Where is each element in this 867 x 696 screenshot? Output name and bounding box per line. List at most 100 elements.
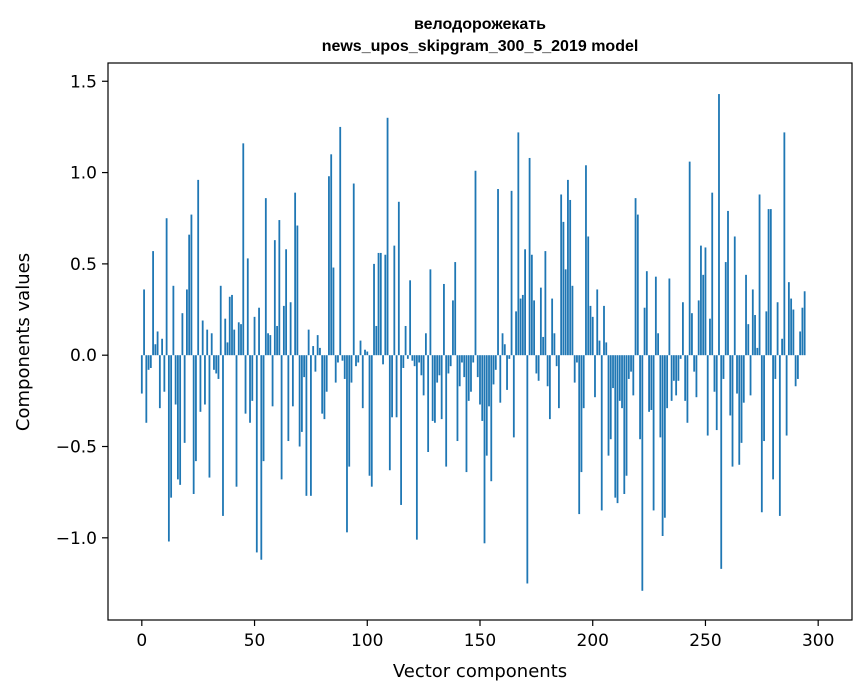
bar — [736, 355, 738, 394]
bar — [609, 355, 612, 440]
bar — [582, 355, 585, 409]
chart-title: велодорожекать news_upos_skipgram_300_5_… — [322, 16, 639, 55]
bar — [463, 355, 466, 378]
bar — [718, 94, 720, 356]
bar — [497, 189, 499, 356]
bar — [636, 214, 639, 356]
bar — [424, 333, 427, 356]
bar — [654, 276, 657, 356]
y-tick-label: 1.5 — [70, 72, 97, 92]
bar — [420, 355, 423, 376]
bar — [377, 252, 380, 356]
bar — [756, 347, 759, 356]
bar — [598, 340, 601, 356]
y-tick-label: 0.5 — [70, 255, 97, 275]
bar — [158, 355, 161, 409]
bar — [641, 355, 644, 591]
bar — [300, 355, 303, 432]
bar — [388, 355, 391, 471]
bar — [190, 214, 193, 356]
bar — [751, 289, 754, 356]
bar — [591, 316, 594, 356]
bar — [702, 274, 705, 356]
bar — [542, 336, 545, 356]
bar — [713, 355, 716, 392]
bar — [567, 179, 569, 356]
bar — [564, 269, 567, 356]
bar — [688, 161, 691, 356]
bar — [199, 355, 202, 412]
plot-frame — [107, 62, 853, 621]
bar — [630, 355, 632, 372]
bar — [339, 126, 342, 356]
bar — [700, 245, 702, 356]
bar — [711, 192, 714, 356]
bar — [186, 289, 188, 356]
bar — [188, 234, 191, 356]
bar — [228, 296, 231, 356]
bar — [754, 315, 756, 356]
bar — [321, 355, 324, 414]
bar — [612, 355, 614, 389]
bar — [695, 355, 698, 398]
bar — [803, 291, 806, 356]
bar — [271, 355, 274, 407]
bar — [140, 355, 143, 394]
bar — [605, 342, 608, 356]
bar — [427, 355, 430, 452]
bar — [785, 355, 788, 436]
bar — [639, 355, 641, 440]
bar — [330, 154, 333, 356]
bar — [161, 338, 164, 356]
bar — [210, 333, 213, 356]
bar — [573, 355, 576, 383]
bar — [411, 355, 414, 361]
bar — [580, 355, 583, 473]
bar — [546, 355, 549, 387]
bar — [508, 355, 511, 359]
bar — [512, 355, 515, 438]
bar — [648, 355, 650, 412]
bar — [472, 355, 475, 363]
bar — [413, 355, 416, 367]
bar — [548, 355, 551, 420]
bar — [537, 355, 540, 381]
bar — [402, 355, 405, 368]
bar — [204, 355, 206, 405]
bar — [697, 300, 700, 356]
bar — [303, 355, 306, 378]
bar — [544, 251, 547, 356]
bar — [287, 355, 290, 442]
bar — [706, 355, 709, 436]
bar — [470, 355, 472, 392]
bar — [515, 311, 517, 356]
bar — [774, 355, 777, 379]
bar — [760, 355, 763, 513]
bar — [490, 355, 493, 482]
bar — [443, 283, 445, 356]
bar — [253, 316, 256, 356]
bar — [727, 210, 729, 356]
bar — [792, 309, 795, 356]
bar — [571, 285, 574, 356]
bar — [289, 302, 292, 356]
bar — [666, 355, 669, 409]
bar — [749, 355, 752, 396]
bar — [614, 355, 617, 498]
bar — [709, 318, 711, 356]
bar — [479, 355, 481, 405]
bar — [594, 355, 596, 398]
bar — [260, 355, 263, 560]
bar — [704, 247, 707, 356]
bar — [384, 254, 387, 356]
bar — [167, 355, 170, 542]
x-tick-label: 200 — [577, 631, 609, 651]
bar — [776, 302, 779, 356]
bar — [382, 355, 384, 365]
bar — [483, 355, 486, 544]
bar — [364, 349, 366, 356]
bar — [235, 355, 238, 487]
bar — [415, 355, 418, 540]
bar — [524, 249, 526, 356]
bar — [337, 355, 339, 363]
